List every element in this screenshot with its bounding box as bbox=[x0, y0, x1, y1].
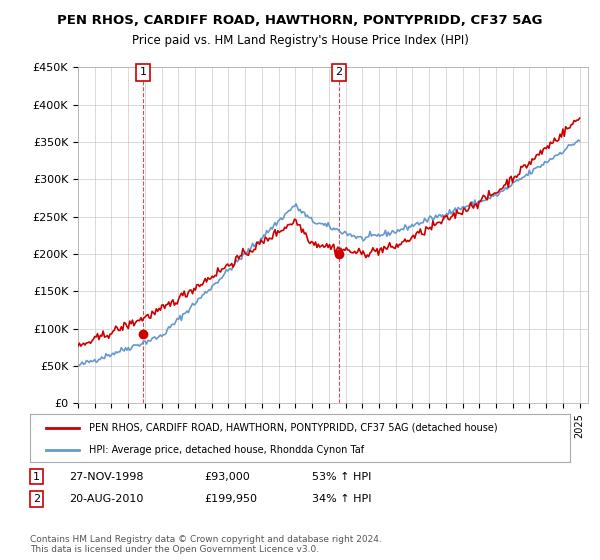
Text: 27-NOV-1998: 27-NOV-1998 bbox=[69, 472, 143, 482]
Text: 34% ↑ HPI: 34% ↑ HPI bbox=[312, 494, 371, 504]
Text: 53% ↑ HPI: 53% ↑ HPI bbox=[312, 472, 371, 482]
Text: Contains HM Land Registry data © Crown copyright and database right 2024.
This d: Contains HM Land Registry data © Crown c… bbox=[30, 535, 382, 554]
Text: 20-AUG-2010: 20-AUG-2010 bbox=[69, 494, 143, 504]
Text: 1: 1 bbox=[140, 67, 147, 77]
Text: 2: 2 bbox=[335, 67, 343, 77]
Text: £93,000: £93,000 bbox=[204, 472, 250, 482]
Text: PEN RHOS, CARDIFF ROAD, HAWTHORN, PONTYPRIDD, CF37 5AG: PEN RHOS, CARDIFF ROAD, HAWTHORN, PONTYP… bbox=[57, 14, 543, 27]
Text: £199,950: £199,950 bbox=[204, 494, 257, 504]
Text: HPI: Average price, detached house, Rhondda Cynon Taf: HPI: Average price, detached house, Rhon… bbox=[89, 445, 365, 455]
Text: PEN RHOS, CARDIFF ROAD, HAWTHORN, PONTYPRIDD, CF37 5AG (detached house): PEN RHOS, CARDIFF ROAD, HAWTHORN, PONTYP… bbox=[89, 423, 498, 433]
Text: 1: 1 bbox=[33, 472, 40, 482]
Text: 2: 2 bbox=[33, 494, 40, 504]
Text: Price paid vs. HM Land Registry's House Price Index (HPI): Price paid vs. HM Land Registry's House … bbox=[131, 34, 469, 46]
